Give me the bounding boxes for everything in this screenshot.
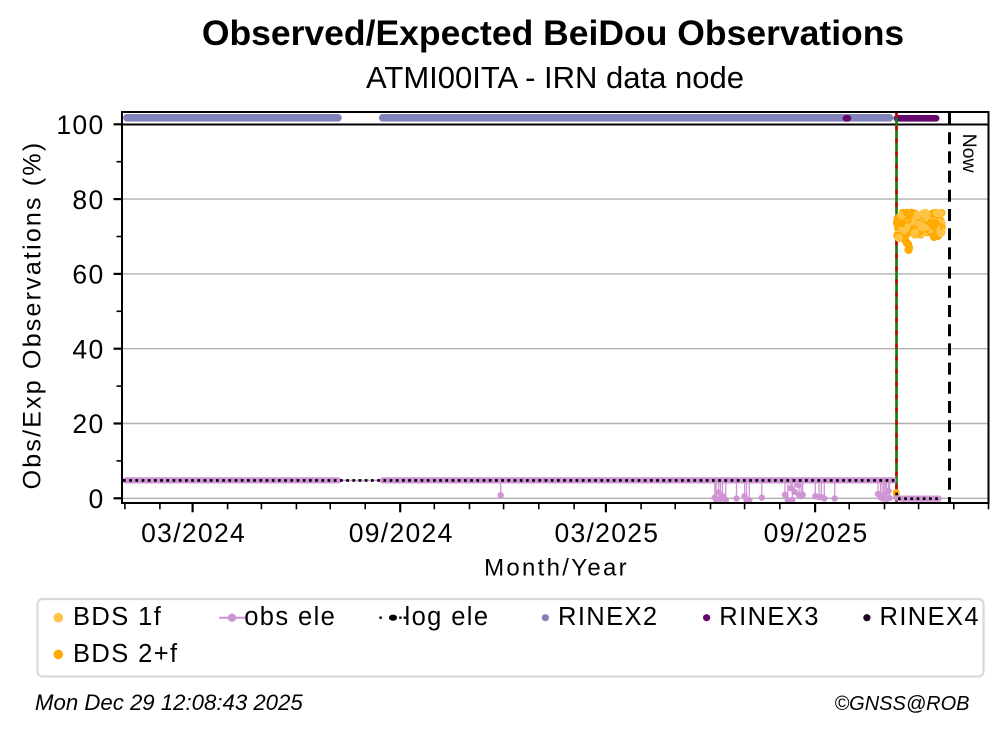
svg-text:RINEX4: RINEX4	[880, 603, 981, 631]
svg-text:100: 100	[56, 110, 104, 140]
svg-text:Observed/Expected BeiDou Obser: Observed/Expected BeiDou Observations	[202, 13, 904, 53]
svg-text:40: 40	[72, 334, 104, 364]
svg-text:log ele: log ele	[405, 603, 490, 631]
svg-text:RINEX3: RINEX3	[719, 603, 820, 631]
svg-text:09/2025: 09/2025	[764, 518, 869, 548]
svg-text:BDS 1f: BDS 1f	[73, 603, 162, 631]
svg-text:Obs/Exp Observations (%): Obs/Exp Observations (%)	[19, 141, 47, 490]
svg-text:Now: Now	[958, 134, 980, 174]
svg-text:0: 0	[88, 484, 104, 514]
svg-text:60: 60	[72, 260, 104, 290]
svg-text:ATMI00ITA - IRN data node: ATMI00ITA - IRN data node	[366, 60, 744, 95]
svg-text:03/2024: 03/2024	[141, 518, 246, 548]
svg-text:BDS 2+f: BDS 2+f	[73, 640, 178, 668]
svg-text:20: 20	[72, 409, 104, 439]
svg-text:Mon Dec 29 12:08:43 2025: Mon Dec 29 12:08:43 2025	[35, 690, 303, 715]
svg-text:03/2025: 03/2025	[554, 518, 659, 548]
svg-text:©GNSS@ROB: ©GNSS@ROB	[834, 693, 969, 715]
svg-text:Month/Year: Month/Year	[484, 555, 629, 582]
svg-text:09/2024: 09/2024	[349, 518, 454, 548]
svg-text:RINEX2: RINEX2	[558, 603, 659, 631]
svg-text:obs ele: obs ele	[244, 603, 336, 631]
svg-text:80: 80	[72, 185, 104, 215]
